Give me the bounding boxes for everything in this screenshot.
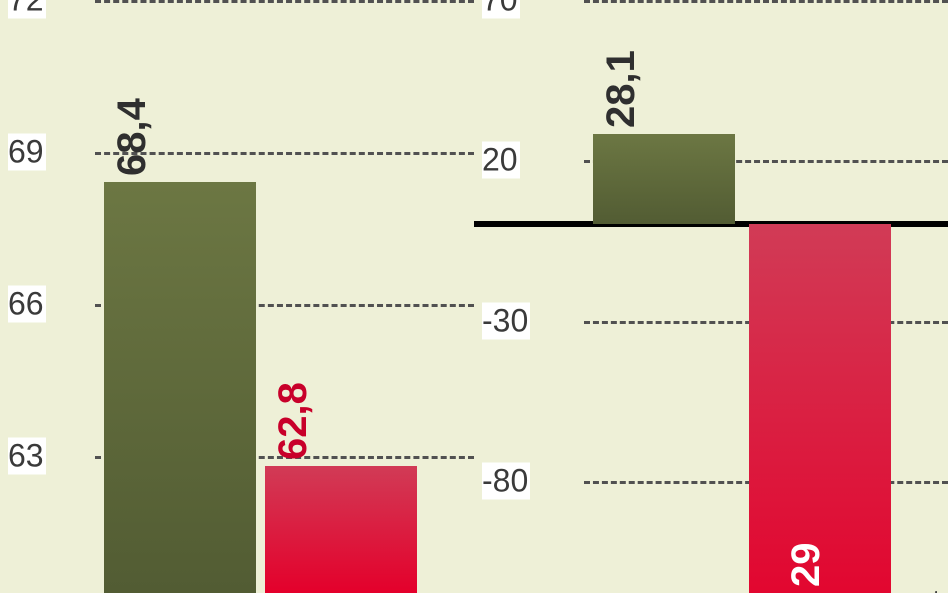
bar-red bbox=[749, 224, 891, 593]
gridline bbox=[95, 0, 474, 3]
bar-red bbox=[265, 466, 417, 593]
y-axis-label: 72 bbox=[8, 0, 46, 19]
y-axis-label: 69 bbox=[8, 134, 46, 171]
y-axis-label: 63 bbox=[8, 438, 46, 475]
gridline bbox=[584, 0, 948, 3]
bar-value-label: 28,1 bbox=[599, 50, 644, 128]
bar-green bbox=[104, 182, 256, 593]
right-chart: 70 20 -30 -80 28,1 29 bbox=[474, 0, 948, 593]
bar-value-label: 62,8 bbox=[271, 382, 316, 460]
right-plot-area: 70 20 -30 -80 28,1 29 bbox=[474, 0, 948, 593]
y-axis-label: 70 bbox=[482, 0, 520, 19]
y-axis-label: 66 bbox=[8, 286, 46, 323]
y-axis-label: 20 bbox=[482, 142, 520, 179]
bar-value-label: 29 bbox=[784, 543, 829, 588]
y-axis-label: -80 bbox=[482, 462, 530, 499]
left-plot-area: 72 69 66 63 68,4 62,8 bbox=[0, 0, 474, 593]
bar-value-label: 68,4 bbox=[110, 99, 155, 177]
chart-container: 7269666368,462,8 7020-30-8028,129 łka bbox=[0, 0, 948, 593]
left-chart: 72 69 66 63 68,4 62,8 bbox=[0, 0, 474, 593]
bar-green bbox=[593, 134, 735, 224]
y-axis-label: -30 bbox=[482, 302, 530, 339]
